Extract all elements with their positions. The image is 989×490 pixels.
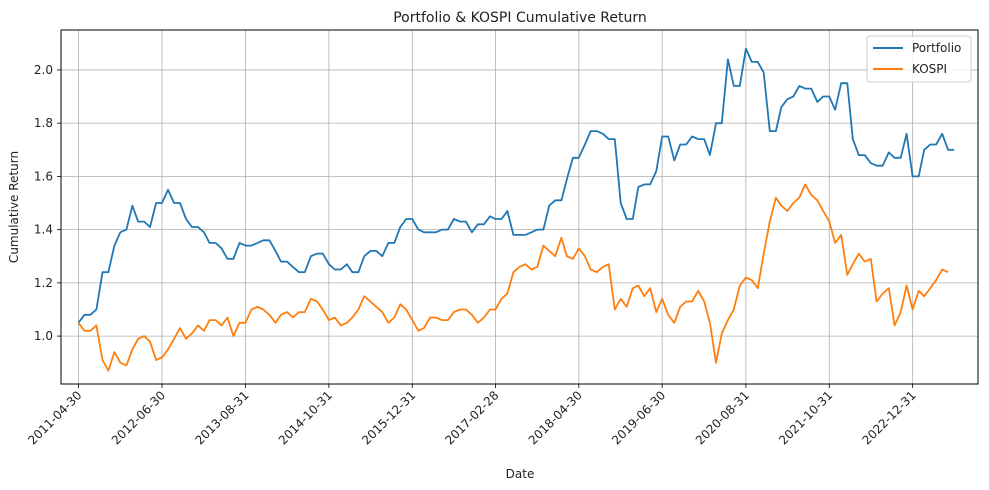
- legend: Portfolio KOSPI: [866, 35, 972, 83]
- y-tick-label: 1.2: [34, 276, 53, 290]
- chart-title: Portfolio & KOSPI Cumulative Return: [393, 10, 647, 26]
- legend-label-kospi: KOSPI: [912, 62, 947, 76]
- x-tick-label: 2013-08-31: [192, 388, 251, 447]
- x-tick-label: 2017-02-28: [442, 388, 501, 447]
- x-tick-label: 2020-08-31: [693, 388, 752, 447]
- series-line-kospi: [77, 183, 949, 372]
- x-tick-label: 2014-10-31: [276, 388, 335, 447]
- x-tick-label: 2015-12-31: [359, 388, 418, 447]
- grid: [61, 30, 978, 384]
- y-axis-label: Cumulative Return: [7, 151, 21, 263]
- y-tick-label: 2.0: [34, 63, 53, 77]
- y-tick-label: 1.0: [34, 329, 53, 343]
- x-tick-label: 2012-06-30: [109, 388, 168, 447]
- legend-label-portfolio: Portfolio: [912, 41, 961, 55]
- x-axis-label: Date: [506, 467, 535, 481]
- tick-marks: 1.0 1.2 1.4 1.6 1.8 2.0 2011-04-30 2012-06-30 20…: [25, 63, 918, 448]
- x-tick-label: 2018-04-30: [526, 388, 585, 447]
- x-tick-label: 2019-06-30: [609, 388, 668, 447]
- x-tick-label: 2011-04-30: [25, 388, 84, 447]
- y-tick-label: 1.6: [34, 169, 53, 183]
- y-tick-label: 1.8: [34, 116, 53, 130]
- series-line-portfolio: [77, 47, 955, 324]
- x-tick-label: 2022-12-31: [860, 388, 919, 447]
- x-tick-label: 2021-10-31: [776, 388, 835, 447]
- plot-frame: [60, 29, 979, 385]
- series-lines: [77, 47, 955, 372]
- y-tick-label: 1.4: [34, 223, 53, 237]
